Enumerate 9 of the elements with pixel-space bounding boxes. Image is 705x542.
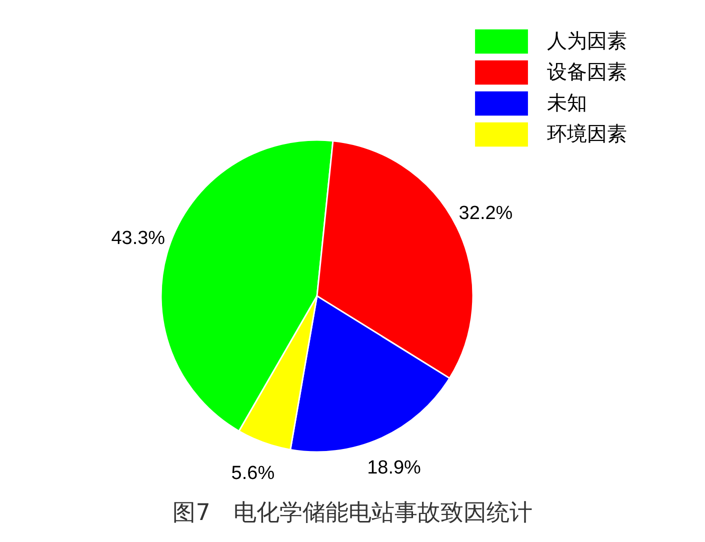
legend-label: 未知 — [547, 90, 587, 114]
legend-label: 环境因素 — [547, 122, 627, 146]
data-label: 43.3% — [111, 228, 166, 250]
legend-label: 人为因素 — [547, 28, 627, 52]
legend-label: 设备因素 — [547, 60, 627, 84]
data-label: 32.2% — [458, 203, 513, 224]
text: 图7 电化学储能电站事故致因统计 — [172, 500, 532, 526]
data-label: 5.6% — [231, 462, 275, 484]
data-label: 18.9% — [367, 458, 422, 479]
